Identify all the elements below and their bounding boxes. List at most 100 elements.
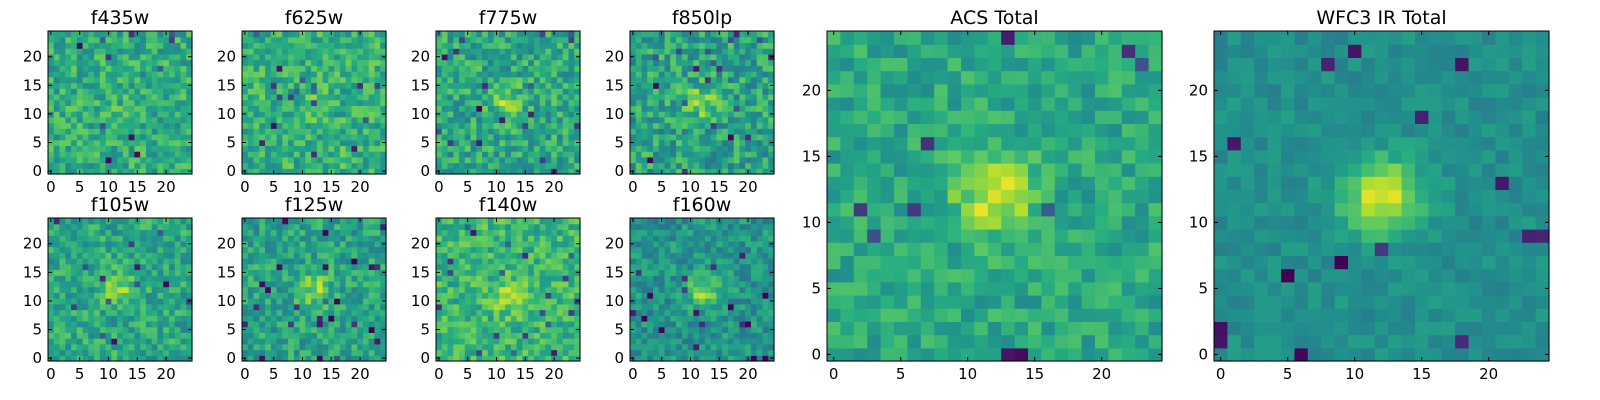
heatmap-cell [253, 162, 260, 169]
heatmap-cell [145, 280, 153, 288]
heatmap-cell [276, 151, 283, 158]
heatmap-cell [533, 349, 541, 356]
heatmap-cell [487, 162, 495, 169]
heatmap-cell [151, 53, 159, 61]
heatmap-cell [305, 240, 312, 248]
heatmap-cell [562, 343, 570, 351]
heatmap-cell [128, 355, 135, 362]
heatmap-cell [756, 156, 764, 164]
heatmap-cell [82, 229, 89, 236]
heatmap-cell [76, 315, 84, 322]
heatmap-cell [459, 48, 466, 55]
heatmap-cell [322, 71, 329, 78]
heatmap-cell [242, 223, 249, 231]
heatmap-cell [276, 332, 283, 339]
heatmap-cell [311, 139, 318, 146]
heatmap-cell [322, 99, 329, 106]
heatmap-cell [322, 48, 329, 55]
heatmap-cell [282, 275, 289, 282]
heatmap-cell [265, 82, 272, 89]
heatmap-cell [82, 338, 89, 345]
heatmap-cell [270, 111, 278, 118]
heatmap-cell [163, 128, 170, 135]
heatmap-cell [242, 105, 249, 112]
heatmap-cell [539, 338, 547, 345]
heatmap-cell [739, 105, 746, 112]
heatmap-cell [505, 31, 512, 38]
heatmap-cell [316, 128, 324, 135]
heatmap-cell [522, 252, 529, 259]
heatmap-cell [180, 59, 187, 66]
x-tick-label: 20 [351, 365, 370, 383]
heatmap-cell [270, 71, 278, 78]
heatmap-cell [311, 349, 318, 356]
heatmap-cell [293, 105, 301, 112]
heatmap-cell [322, 223, 329, 231]
heatmap-cell [499, 111, 506, 118]
heatmap-cell [82, 99, 89, 106]
heatmap-cell [505, 53, 512, 61]
heatmap-cell [510, 48, 518, 55]
heatmap-cell [174, 105, 182, 112]
heatmap-cell [676, 116, 683, 124]
heatmap-cell [699, 128, 706, 135]
heatmap-cell [168, 48, 176, 55]
heatmap-cell [487, 332, 495, 339]
heatmap-cell [436, 105, 443, 112]
heatmap-cell [282, 48, 289, 55]
heatmap-cell [505, 218, 512, 225]
heatmap-cell [756, 275, 764, 282]
heatmap-cell [163, 88, 170, 95]
heatmap-cell [493, 82, 500, 89]
heatmap-cell [163, 326, 170, 333]
heatmap-cell [374, 246, 381, 253]
heatmap-cell [180, 332, 187, 339]
heatmap-cell [259, 156, 266, 164]
heatmap-cell [88, 71, 95, 78]
heatmap-cell [145, 355, 153, 362]
heatmap-cell [311, 99, 318, 106]
heatmap-cell [574, 59, 581, 66]
heatmap-cell [493, 65, 500, 72]
heatmap-cell [334, 263, 341, 271]
heatmap-cell [99, 280, 107, 288]
heatmap-cell [151, 298, 159, 305]
heatmap-cell [122, 298, 130, 305]
heatmap-cell [288, 280, 295, 288]
heatmap-cell [441, 99, 449, 106]
heatmap-cell [528, 223, 535, 231]
heatmap-cell [545, 286, 552, 293]
heatmap-cell [482, 65, 489, 72]
heatmap-cell [768, 320, 775, 328]
heatmap-cell [76, 99, 84, 106]
heatmap-cell [676, 298, 683, 305]
heatmap-cell [556, 240, 564, 248]
heatmap-cell [459, 320, 466, 328]
heatmap-cell [727, 286, 735, 293]
heatmap-cell [276, 156, 283, 164]
heatmap-cell [151, 133, 159, 141]
heatmap-cell [351, 223, 358, 231]
heatmap-cell [316, 156, 324, 164]
heatmap-cell [145, 303, 153, 311]
heatmap-cell [487, 59, 495, 66]
heatmap-cell [362, 223, 370, 231]
heatmap-cell [762, 151, 769, 158]
heatmap-cell [380, 246, 387, 253]
heatmap-cell [664, 122, 671, 129]
heatmap-cell [441, 263, 449, 271]
heatmap-cell [145, 343, 153, 351]
heatmap-cell [487, 292, 495, 299]
heatmap-cell [676, 42, 683, 49]
heatmap-cell [339, 111, 347, 118]
heatmap-cell [59, 309, 66, 316]
heatmap-cell [345, 99, 353, 106]
heatmap-cell [105, 139, 112, 146]
heatmap-cell [259, 235, 266, 242]
heatmap-cell [464, 145, 472, 152]
heatmap-cell [82, 65, 89, 72]
heatmap-cell [311, 53, 318, 61]
heatmap-cell [539, 332, 547, 339]
heatmap-cell [94, 349, 101, 356]
